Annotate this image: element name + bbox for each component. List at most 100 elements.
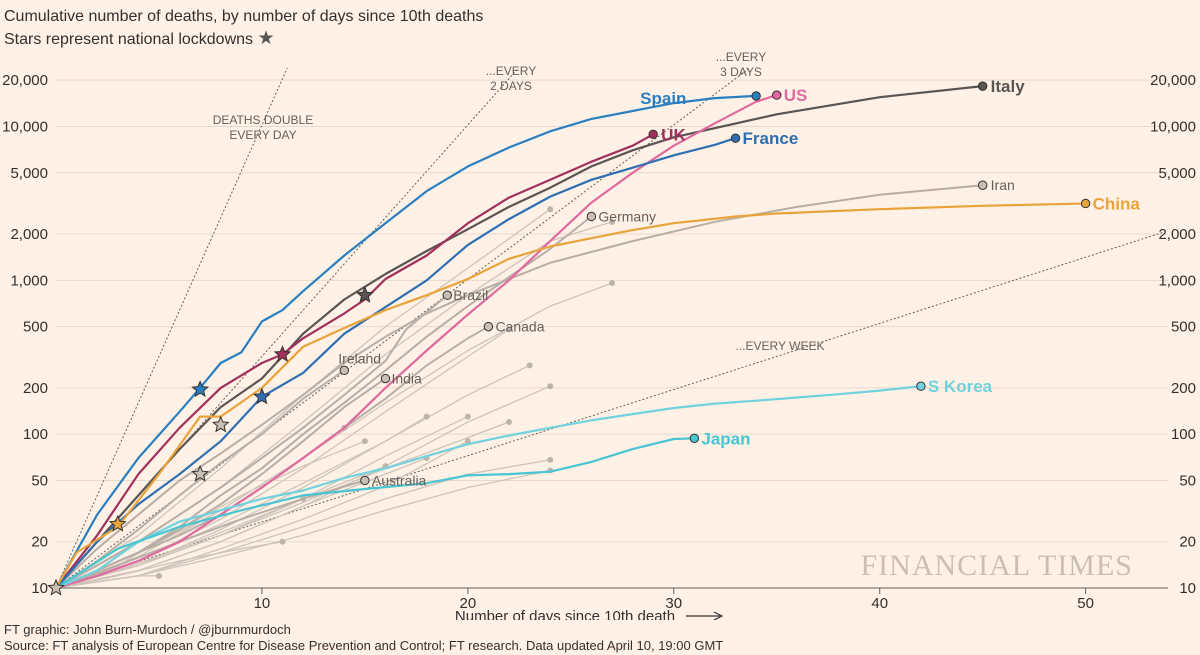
- label-ireland: Ireland: [338, 350, 381, 366]
- background-line-end-8: [464, 438, 471, 445]
- guide-label-1d-1: EVERY DAY: [229, 128, 296, 142]
- y-tick-left-20: 20: [31, 534, 48, 551]
- background-line-end-14: [279, 538, 286, 545]
- label-s-korea: S Korea: [928, 377, 993, 396]
- background-line-end-3: [506, 326, 513, 333]
- endpoint-brazil: [442, 290, 452, 300]
- label-germany: Germany: [598, 208, 656, 224]
- label-canada: Canada: [495, 319, 544, 335]
- y-tick-right-100: 100: [1171, 426, 1196, 443]
- endpoint-china: [1080, 198, 1091, 209]
- chart-subtitle: Stars represent national lockdowns ★: [4, 28, 483, 51]
- lockdown-star-china: [108, 514, 127, 532]
- line-us: [54, 93, 778, 590]
- y-tick-left-200: 200: [23, 380, 48, 397]
- y-tick-left-50: 50: [31, 472, 48, 489]
- label-france: France: [743, 129, 799, 148]
- chart-title: Cumulative number of deaths, by number o…: [4, 8, 484, 25]
- endpoint-italy: [977, 81, 988, 91]
- background-line-end-7: [464, 413, 471, 420]
- y-tick-right-500: 500: [1171, 319, 1196, 336]
- x-tick-30: 30: [665, 595, 682, 612]
- x-axis-label: Number of days since 10th death: [455, 608, 675, 620]
- lockdown-stars: [47, 285, 374, 596]
- line-australia: [55, 479, 366, 589]
- endpoint-canada: [483, 321, 494, 332]
- y-axis-left: 10 20 50 100 200 500 1,000 2,000 5,000 10,000 20,0…: [2, 72, 48, 597]
- background-line-end-2: [609, 280, 615, 287]
- lockdown-star-italy: [356, 285, 374, 303]
- star-icon: ★: [257, 28, 275, 49]
- y-tick-left-10: 10: [31, 580, 48, 597]
- lockdown-star-france: [253, 387, 271, 405]
- label-japan: Japan: [701, 429, 750, 448]
- y-axis-right: 10 20 50 100 200 500 1,000 2,000 5,000 10,000 20,0…: [1150, 72, 1196, 597]
- lockdown-star-ireland: [211, 415, 230, 433]
- background-line-1: [55, 221, 613, 589]
- y-tick-left-20000: 20,000: [2, 72, 48, 89]
- y-tick-right-200: 200: [1171, 380, 1196, 397]
- line-india: [55, 377, 387, 589]
- background-line-end-9: [547, 456, 554, 463]
- label-spain: Spain: [640, 89, 686, 108]
- background-line-end-0: [547, 206, 554, 213]
- endpoint-japan: [689, 433, 700, 443]
- line-uk: [54, 133, 655, 590]
- line-ireland: [55, 369, 346, 589]
- background-line-9: [55, 459, 551, 589]
- line-france: [54, 137, 737, 590]
- watermark: FINANCIAL TIMES: [860, 549, 1133, 582]
- label-australia: Australia: [372, 472, 427, 488]
- guide-label-3d-1: 3 DAYS: [720, 65, 762, 79]
- background-line-end-5: [547, 383, 554, 390]
- guide-line-7d: [55, 230, 1169, 589]
- guide-label-2d-1: 2 DAYS: [490, 79, 532, 93]
- grid-lines: [56, 79, 1168, 589]
- label-uk: UK: [661, 125, 686, 144]
- lockdown-star-india: [47, 578, 65, 596]
- chart-canvas: 10 20 50 100 200 500 1,000 2,000 5,000 10,000 20,0…: [2, 50, 1196, 620]
- background-line-end-6: [506, 418, 513, 425]
- background-line-end-17: [423, 413, 430, 420]
- line-japan: [54, 437, 696, 590]
- chart-footer: FT graphic: John Burn-Murdoch / @jburnmu…: [4, 622, 723, 654]
- endpoint-uk: [648, 129, 658, 139]
- y-tick-left-2000: 2,000: [10, 226, 48, 243]
- guide-label-3d-0: ...EVERY: [716, 50, 766, 64]
- y-tick-left-100: 100: [23, 426, 48, 443]
- y-tick-left-10000: 10,000: [2, 118, 48, 135]
- background-line-end-12: [361, 438, 368, 445]
- x-axis: 10 20 30 40 50: [56, 587, 1168, 612]
- endpoint-germany: [586, 211, 597, 222]
- lockdown-star-spain: [191, 380, 210, 398]
- y-tick-right-10: 10: [1179, 580, 1196, 597]
- endpoint-iran: [977, 180, 988, 190]
- lockdown-star-uk: [273, 345, 292, 362]
- label-china: China: [1093, 194, 1141, 213]
- background-line-end-1: [609, 218, 615, 225]
- endpoint-ireland: [339, 365, 349, 376]
- y-tick-left-500: 500: [23, 319, 48, 336]
- y-tick-left-5000: 5,000: [10, 165, 48, 182]
- y-tick-right-50: 50: [1179, 472, 1196, 489]
- guide-label-2d-0: ...EVERY: [486, 64, 536, 78]
- endpoint-france: [730, 133, 741, 143]
- endpoint-india: [380, 373, 391, 384]
- endpoint-s-korea: [916, 381, 926, 391]
- guide-label-1d-0: DEATHS DOUBLE: [213, 113, 313, 127]
- y-tick-right-20000: 20,000: [1150, 72, 1196, 89]
- y-tick-right-5000: 5,000: [1158, 165, 1196, 182]
- label-india: India: [391, 371, 422, 387]
- chart-header: Cumulative number of deaths, by number o…: [4, 6, 483, 51]
- line-s-korea: [54, 385, 923, 590]
- endpoint-australia: [360, 475, 370, 486]
- credit-line: FT graphic: John Burn-Murdoch / @jburnmu…: [4, 622, 291, 637]
- background-line-end-15: [155, 572, 162, 579]
- highlight-series: [54, 84, 1087, 590]
- line-china: [54, 202, 1087, 590]
- x-tick-20: 20: [460, 595, 477, 612]
- guide-label-7d-0: ...EVERY WEEK: [736, 339, 825, 353]
- label-brazil: Brazil: [453, 287, 488, 303]
- x-tick-40: 40: [871, 595, 888, 612]
